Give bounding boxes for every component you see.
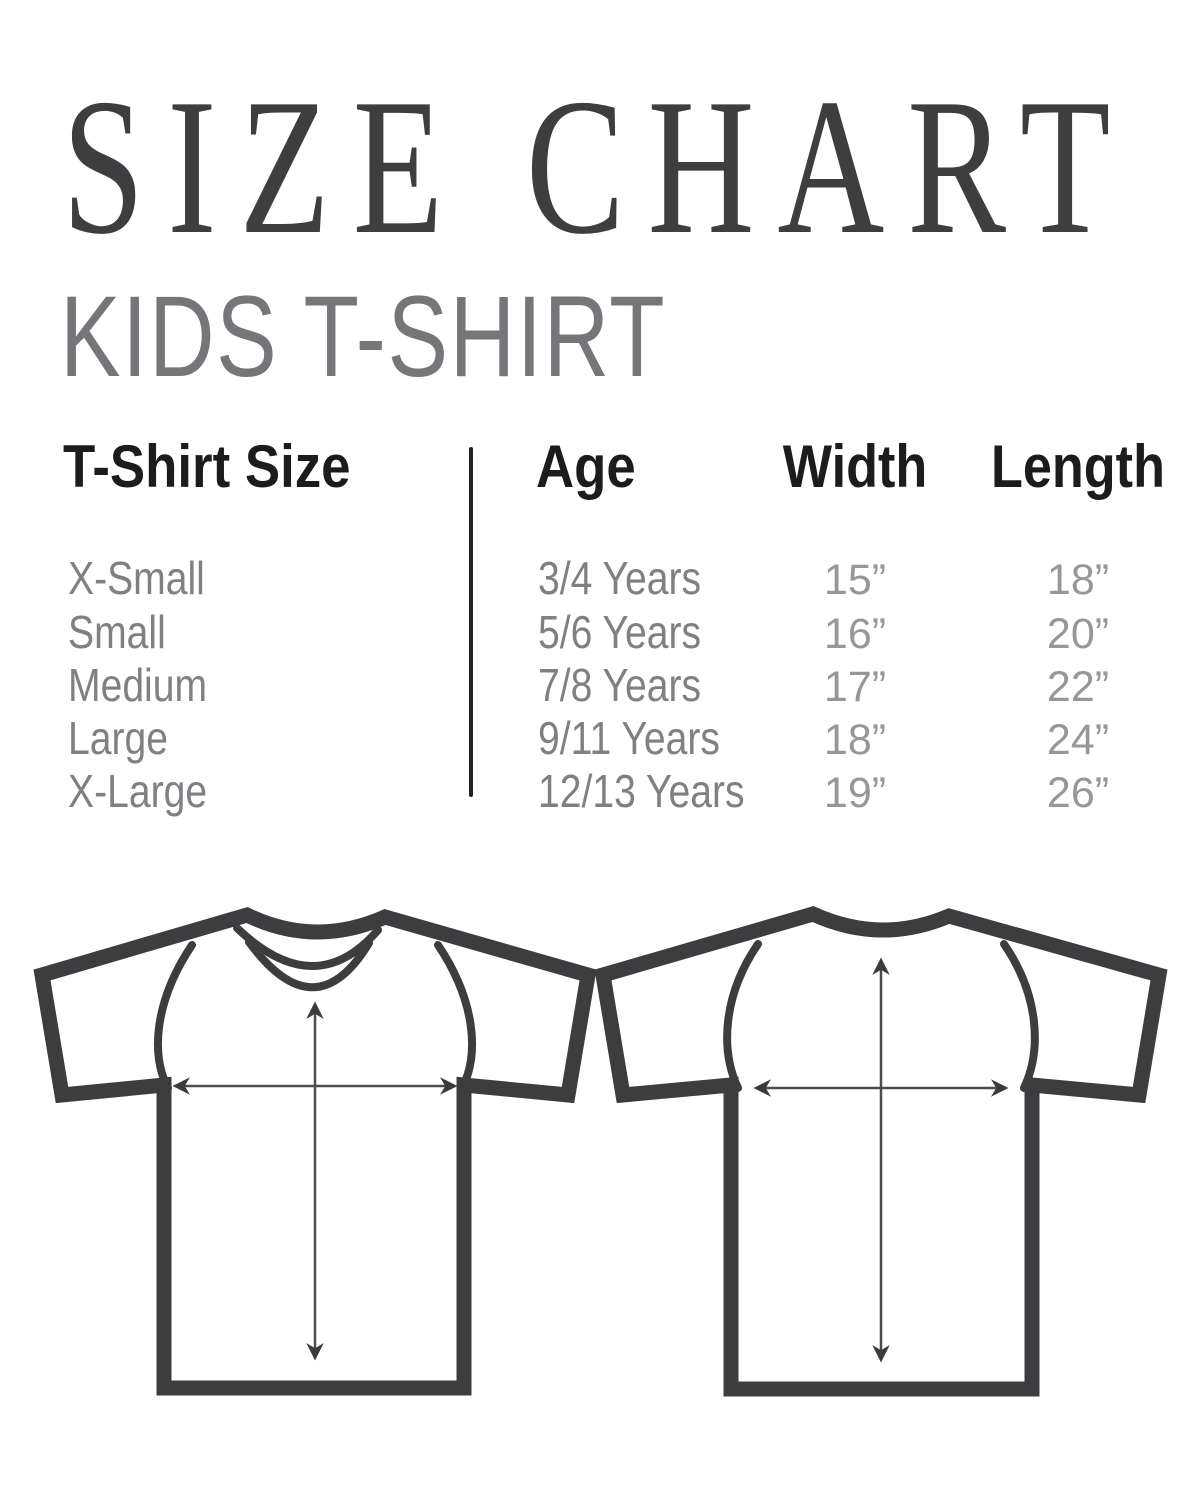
- back-right-armhole-seam: [1000, 940, 1039, 1092]
- front-collar-inner-arc: [245, 938, 373, 992]
- width-cell: 16”: [823, 610, 887, 658]
- table-row: X-Small 3/4 Years 15” 18”: [0, 555, 1200, 611]
- length-cell: 22”: [1046, 663, 1110, 711]
- width-cell: 19”: [823, 769, 887, 817]
- column-header-width: Width: [782, 433, 928, 500]
- size-cell: X-Large: [68, 765, 208, 817]
- age-cell: 9/11 Years: [538, 712, 720, 764]
- age-cell: 7/8 Years: [538, 659, 702, 711]
- length-cell: 24”: [1046, 716, 1110, 764]
- table-row: X-Large 12/13 Years 19” 26”: [0, 768, 1200, 824]
- table-row: Large 9/11 Years 18” 24”: [0, 715, 1200, 771]
- front-left-armhole-seam: [153, 941, 196, 1092]
- age-cell: 5/6 Years: [538, 606, 702, 658]
- width-cell: 15”: [823, 556, 887, 604]
- length-cell: 20”: [1046, 610, 1110, 658]
- length-cell: 18”: [1046, 556, 1110, 604]
- page-title: SIZE CHART: [62, 70, 1200, 265]
- width-cell: 18”: [823, 716, 887, 764]
- size-cell: Medium: [68, 659, 208, 711]
- size-cell: Large: [68, 712, 169, 764]
- back-left-armhole-seam: [723, 940, 762, 1092]
- width-cell: 17”: [823, 663, 887, 711]
- page-subtitle-text: KIDS T-SHIRT: [60, 273, 667, 401]
- t-shirt-front-icon: [33, 906, 597, 1396]
- t-shirt-back-icon: [594, 906, 1168, 1397]
- size-cell: Small: [68, 606, 166, 658]
- column-header-age: Age: [536, 433, 636, 500]
- column-header-tshirt-size: T-Shirt Size: [63, 433, 351, 500]
- table-row: Medium 7/8 Years 17” 22”: [0, 662, 1200, 718]
- page-subtitle: KIDS T-SHIRT: [60, 280, 827, 395]
- size-cell: X-Small: [68, 552, 205, 604]
- column-header-length: Length: [991, 433, 1165, 500]
- page-title-text: SIZE CHART: [62, 59, 1134, 275]
- front-collar-outer-arc: [233, 924, 382, 970]
- front-right-armhole-seam: [434, 941, 477, 1092]
- length-cell: 26”: [1046, 769, 1110, 817]
- table-divider-line: [469, 447, 473, 797]
- table-row: Small 5/6 Years 16” 20”: [0, 609, 1200, 665]
- age-cell: 3/4 Years: [538, 552, 702, 604]
- age-cell: 12/13 Years: [538, 765, 745, 817]
